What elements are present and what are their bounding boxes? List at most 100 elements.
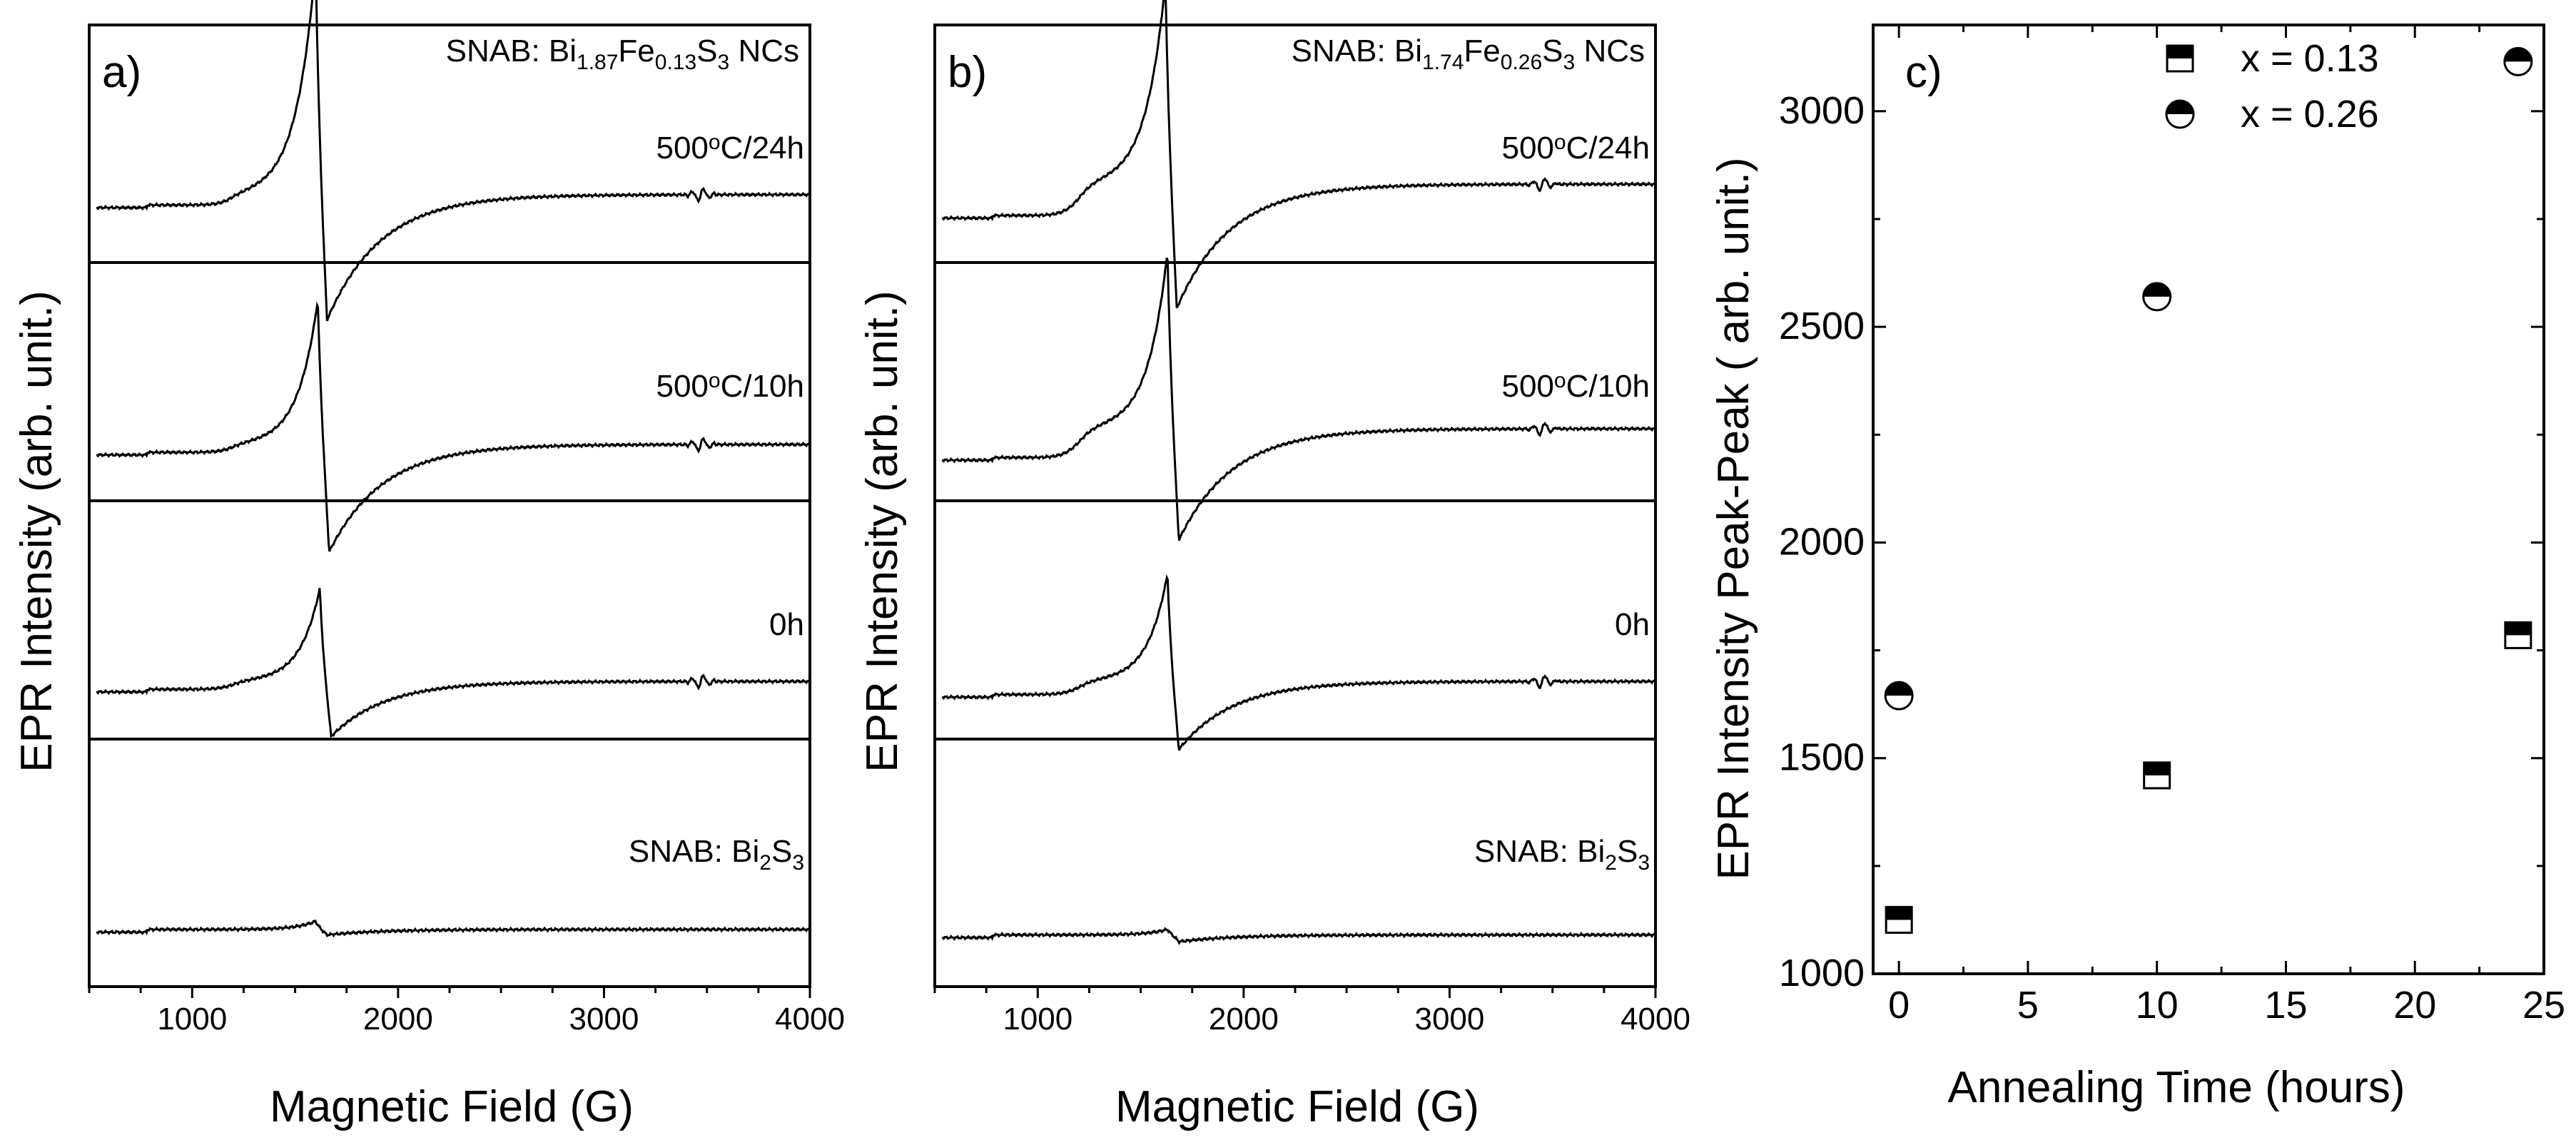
panel-a-curve-label-2-run-0: 0h [769,607,804,642]
panel-c-legend-marker-x026-fill [2166,101,2194,114]
panel-b-curve-label-1-run-1: o [1554,369,1566,392]
panel-a-spectrum-2 [96,588,811,738]
panel-b-curve-label-0-run-0: 500 [1501,131,1553,166]
panel-a-curve-label-1-run-1: o [709,369,721,392]
panel-a-title-run-5: 3 [718,51,730,74]
panel-b-title-run-3: 0.26 [1501,51,1542,74]
panel-a-curve-label-3: SNAB: Bi2S3 [629,834,804,875]
panel-b-curve-label-1: 500oC/10h [1501,369,1650,404]
panel-a-xlabel: Magnetic Field (G) [270,1082,634,1131]
panel-c-xtick-label: 25 [2522,984,2565,1027]
panel-b-curve-label-0-run-2: C/24h [1566,131,1650,166]
panel-b-title-run-2: Fe [1464,34,1500,68]
panel-c-xtick-label: 5 [2017,984,2039,1027]
panel-b-curve-label-2: 0h [1615,607,1650,642]
panel-a-spectrum-0 [96,0,811,322]
panel-c-point-x026-0 [1884,681,1914,711]
panel-b-title-run-4: S [1542,34,1563,68]
panel-b-curve-label-0: 500oC/24h [1501,131,1650,166]
panel-a-title-run-2: Fe [618,34,654,68]
panel-c-xtick-label: 20 [2393,984,2436,1027]
panel-c-point-x026-2-fill [2504,48,2532,62]
panel-b-title-run-6: NCs [1575,34,1645,68]
panel-c-ytick-label: 3000 [1779,89,1865,132]
panel-a-curve-label-2: 0h [769,607,804,642]
panel-c-point-x026-1 [2142,282,2172,312]
panel-b-xlabel: Magnetic Field (G) [1115,1082,1479,1131]
panel-b-xtick-label: 3000 [1414,1002,1484,1037]
panel-a-xtick-label: 1000 [157,1002,227,1037]
panel-c-label: c) [1905,48,1942,97]
panel-b-title-prefix: SNAB: [1292,34,1394,68]
panel-c-xtick-label: 15 [2264,984,2307,1027]
panel-c-ytick-label: 2000 [1779,520,1865,563]
panel-b-curve-label-3-run-3: 3 [1638,851,1650,875]
panel-b-spectrum-1 [941,257,1656,541]
panel-b-curve-label-2-run-0: 0h [1615,607,1650,642]
panel-a-xtick-label: 2000 [363,1002,433,1037]
panel-b-spectrum-2 [941,574,1656,751]
panel-c-legend-label-x026: x = 0.26 [2241,93,2379,136]
panel-b-title-run-1: 1.74 [1422,51,1464,74]
panel-a-curve-label-1-run-2: C/10h [721,369,804,404]
panel-c-legend-marker-x026 [2165,99,2195,129]
panel-b-label: b) [948,48,987,97]
panel-a-curve-label-3-run-0: Bi [731,834,759,869]
panel-c-point-x013-2-fill [2505,622,2531,636]
panel-a-curve-label-3-run-2: S [771,834,792,869]
panel-c-ylabel: EPR Intensity Peak-Peak ( arb. unit.) [1709,157,1758,880]
panel-c-ytick-label: 1000 [1779,952,1865,994]
panel-c-point-x013-0 [1885,905,1913,934]
panel-c-legend-marker-x013-fill [2167,46,2193,58]
panel-a-title-run-1: 1.87 [577,51,618,74]
panel-c-frame [1872,24,2545,975]
panel-b-curve-label-3-run-0: Bi [1577,834,1605,869]
panel-b-curve-label-3: SNAB: Bi2S3 [1474,834,1650,875]
panel-a-curve-label-1: 500oC/10h [656,369,804,404]
panel-a-curve-label-0-run-2: C/24h [721,131,804,166]
panel-a-title: SNAB: Bi1.87Fe0.13S3 NCs [446,34,799,74]
panel-a-spectrum-1 [96,301,811,552]
panel-a-xtick-label: 3000 [569,1002,639,1037]
panel-b-curve-label-3-run-2: S [1617,834,1638,869]
panel-c-legend-marker-x013 [2166,44,2194,73]
panel-b-xtick-label: 4000 [1621,1002,1690,1037]
panel-c-legend-label-x013: x = 0.13 [2241,37,2379,80]
panel-a-curve-label-3-run-3: 3 [792,851,804,875]
panel-a-title-prefix: SNAB: [446,34,549,68]
panel-a-curve-label-1-run-0: 500 [656,369,708,404]
panel-b-title-run-5: 3 [1563,51,1576,74]
panel-b-curve-label-1-run-0: 500 [1501,369,1553,404]
panel-a-title-run-6: NCs [729,34,799,68]
panel-b-ylabel: EPR Intensity (arb. unit.) [858,290,907,772]
panel-c-point-x026-1-fill [2143,283,2171,297]
panel-b-title: SNAB: Bi1.74Fe0.26S3 NCs [1292,34,1645,74]
panel-a-xtick-label: 4000 [775,1002,845,1037]
panel-c-point-x013-1-fill [2144,762,2170,775]
panel-a-curve-label-0-run-1: o [709,131,721,154]
panel-c-point-x026-2 [2503,46,2533,76]
panel-c-xtick-label: 10 [2136,984,2179,1027]
panel-c-peak-intensity-scatter: 0 5 10 15 20 25 1000 1500 2000 2500 3000 x = 0.13 x … [1779,24,2565,1027]
panel-a-curve-label-0: 500oC/24h [656,131,804,166]
panel-b-spectrum-0 [941,0,1656,309]
panel-c-ytick-label: 2500 [1779,305,1865,347]
panel-a-ylabel: EPR Intensity (arb. unit.) [12,290,61,772]
panel-c-xtick-label: 0 [1888,984,1910,1027]
panel-c-point-x013-2 [2504,621,2532,649]
panel-a-curve-label-3-prefix: SNAB: [629,834,731,869]
panel-c-xlabel: Annealing Time (hours) [1948,1063,2405,1112]
panel-c-point-x013-1 [2143,761,2171,790]
panel-b-curve-label-1-run-2: C/10h [1566,369,1650,404]
panel-a-spectrum-3 [96,919,811,938]
panel-a-epr-spectra: 1000 2000 3000 4000 SNAB: Bi1.87Fe0.13S3 NCs… [88,0,845,1037]
panel-a-curve-label-3-run-1: 2 [759,851,771,875]
panel-b-spectrum-3 [941,927,1656,945]
panel-b-curve-label-3-run-1: 2 [1605,851,1617,875]
panel-a-curve-label-0-run-0: 500 [656,131,708,166]
panel-a-title-run-0: Bi [549,34,577,68]
panel-b-xtick-label: 1000 [1003,1002,1073,1037]
panel-c-point-x026-0-fill [1885,682,1913,696]
